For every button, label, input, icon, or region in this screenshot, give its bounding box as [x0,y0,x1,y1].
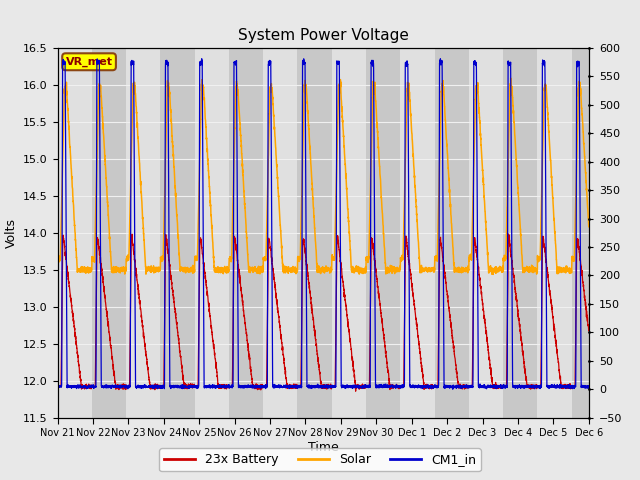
Bar [298,48,332,418]
23x Battery [435,354,442,360]
CM1_in [449,386,456,392]
Solar [490,268,498,274]
Bar [538,48,572,418]
CM1_in [539,57,547,63]
Solar [435,219,442,225]
Bar [58,48,92,418]
23x Battery [214,374,221,380]
Solar [214,268,221,274]
Bar [263,48,298,418]
23x Battery [352,388,360,394]
Bar [229,48,263,418]
Bar [400,48,435,418]
CM1_in [195,385,202,391]
CM1_in [490,382,498,388]
Bar [435,48,469,418]
Solar [539,149,547,155]
23x Battery [539,239,547,245]
Solar [507,75,515,81]
23x Battery [94,236,102,242]
23x Battery [490,386,498,392]
CM1_in [585,383,593,389]
Bar [195,48,229,418]
Text: VR_met: VR_met [65,57,113,67]
Solar [585,224,593,229]
23x Battery [585,327,593,333]
Bar [92,48,126,418]
Legend: 23x Battery, Solar, CM1_in: 23x Battery, Solar, CM1_in [159,448,481,471]
Bar [503,48,538,418]
Y-axis label: Volts: Volts [4,218,17,248]
Solar [54,257,61,263]
Bar [332,48,366,418]
Title: System Power Voltage: System Power Voltage [238,28,408,43]
Bar [366,48,400,418]
Solar [195,224,202,230]
CM1_in [435,384,442,389]
Line: CM1_in: CM1_in [58,59,589,389]
Line: Solar: Solar [58,78,589,275]
Solar [94,118,102,124]
23x Battery [54,384,61,389]
Line: 23x Battery: 23x Battery [58,234,589,391]
23x Battery [505,231,513,237]
CM1_in [94,60,102,66]
Bar [469,48,503,418]
CM1_in [54,384,61,390]
Solar [489,272,497,277]
X-axis label: Time: Time [308,441,339,454]
CM1_in [198,56,205,61]
Bar [572,48,589,418]
Bar [161,48,195,418]
23x Battery [195,379,202,384]
Bar [126,48,161,418]
CM1_in [214,383,221,389]
